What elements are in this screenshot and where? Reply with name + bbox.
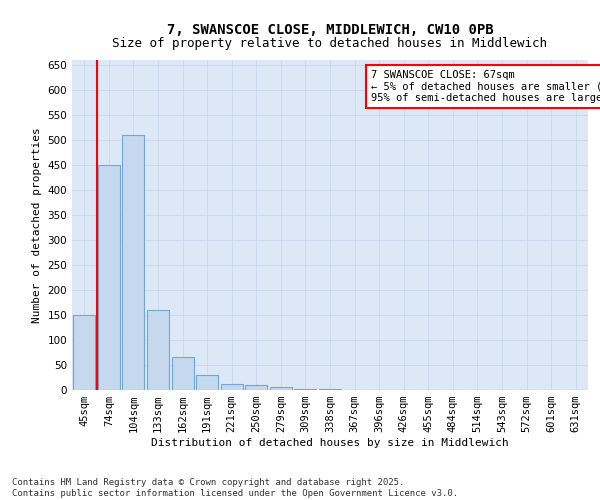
Bar (172, 356, 194, 390)
Bar (295, 388, 316, 390)
Text: Contains HM Land Registry data © Crown copyright and database right 2025.
Contai: Contains HM Land Registry data © Crown c… (12, 478, 458, 498)
Y-axis label: Number of detached properties: Number of detached properties (32, 127, 42, 323)
Bar (319, 389, 341, 390)
Bar (98, 165, 120, 390)
Bar (122, 135, 145, 390)
Text: 7 SWANSCOE CLOSE: 67sqm
← 5% of detached houses are smaller (65)
95% of semi-det: 7 SWANSCOE CLOSE: 67sqm ← 5% of detached… (371, 70, 600, 103)
Bar (221, 384, 243, 390)
Bar (196, 374, 218, 390)
Bar (270, 386, 292, 390)
Text: Size of property relative to detached houses in Middlewich: Size of property relative to detached ho… (113, 38, 548, 51)
Text: 7, SWANSCOE CLOSE, MIDDLEWICH, CW10 0PB: 7, SWANSCOE CLOSE, MIDDLEWICH, CW10 0PB (167, 22, 493, 36)
Bar (245, 385, 268, 390)
X-axis label: Distribution of detached houses by size in Middlewich: Distribution of detached houses by size … (151, 438, 509, 448)
Bar (147, 310, 169, 390)
Bar (73, 315, 95, 390)
